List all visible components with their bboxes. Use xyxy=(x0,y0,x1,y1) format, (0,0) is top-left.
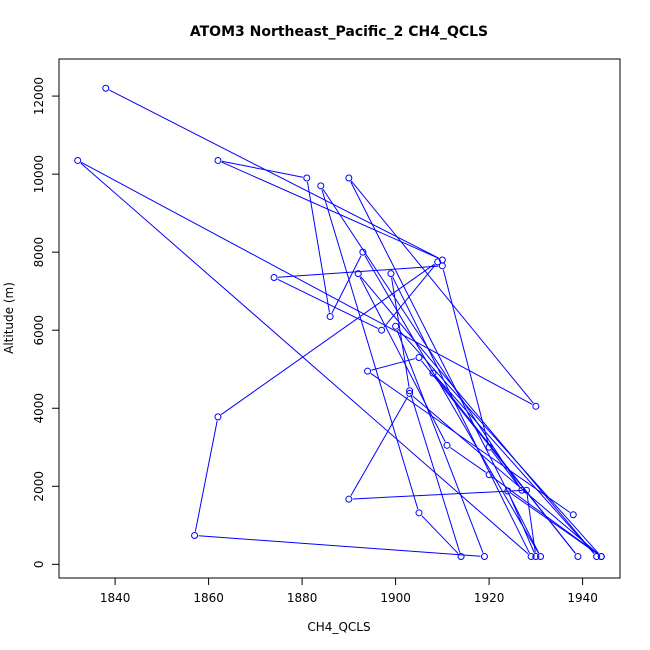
y-tick-label: 0 xyxy=(32,561,46,569)
y-tick-label: 4000 xyxy=(32,393,46,424)
x-axis-label: CH4_QCLS xyxy=(307,620,370,634)
data-point xyxy=(593,553,601,561)
data-point xyxy=(317,182,325,190)
data-point xyxy=(303,174,311,182)
data-point xyxy=(214,156,222,164)
plot-area-frame xyxy=(58,58,621,579)
series-segment xyxy=(321,189,419,510)
series-segment xyxy=(277,278,379,329)
y-axis-label: Altitude (m) xyxy=(2,282,16,354)
data-point xyxy=(443,441,451,449)
data-point xyxy=(485,471,493,479)
x-tick-label: 1880 xyxy=(287,591,318,605)
series-segment xyxy=(80,162,529,555)
x-tick-label: 1860 xyxy=(193,591,224,605)
series-segment xyxy=(508,494,535,554)
data-point xyxy=(527,553,535,561)
series-segment xyxy=(350,396,409,496)
series-segment xyxy=(352,489,523,500)
y-tick-label: 10000 xyxy=(32,155,46,193)
data-point xyxy=(102,84,110,92)
data-point xyxy=(415,354,423,362)
x-tick-label: 1840 xyxy=(100,591,131,605)
series-segment xyxy=(359,276,446,442)
x-tick-label: 1940 xyxy=(567,591,598,605)
series-segment xyxy=(442,269,489,444)
y-tick-label: 6000 xyxy=(32,315,46,346)
series-segment xyxy=(221,160,303,178)
data-point xyxy=(485,443,493,451)
series-segment xyxy=(221,161,439,259)
series-segment xyxy=(331,255,362,314)
data-point xyxy=(406,389,414,397)
data-point xyxy=(597,553,605,561)
series-segment xyxy=(396,329,484,553)
data-point xyxy=(480,553,488,561)
data-point xyxy=(345,174,353,182)
data-point xyxy=(532,553,540,561)
x-axis: 1840 1860 1880 1900 1920 1940 xyxy=(100,577,598,605)
data-point xyxy=(406,387,414,395)
data-point xyxy=(326,313,334,321)
data-point xyxy=(354,270,362,278)
data-point xyxy=(438,262,446,270)
series-segment xyxy=(450,447,487,473)
data-point xyxy=(345,495,353,503)
series-segment xyxy=(278,265,439,278)
series-segment xyxy=(198,535,481,557)
series-segment xyxy=(371,358,416,371)
series-segment xyxy=(392,276,530,554)
data-point xyxy=(415,509,423,517)
data-point xyxy=(504,487,512,495)
series-segment xyxy=(397,328,600,554)
series-segment xyxy=(421,515,459,555)
series-segment xyxy=(220,263,435,415)
series-segment xyxy=(109,89,440,259)
data-point xyxy=(434,258,442,266)
y-tick-label: 2000 xyxy=(32,471,46,502)
x-tick-label: 1920 xyxy=(474,591,505,605)
data-point xyxy=(191,531,199,539)
series-segment xyxy=(80,161,533,405)
data-point xyxy=(378,326,386,334)
data-point xyxy=(518,486,526,494)
data-point xyxy=(574,553,582,561)
data-point xyxy=(214,413,222,421)
y-tick-label: 8000 xyxy=(32,237,46,268)
series-segment xyxy=(322,188,521,488)
data-point xyxy=(392,322,400,330)
series-segment xyxy=(435,375,595,554)
series-segment xyxy=(364,255,539,554)
data-point xyxy=(523,486,530,494)
series-segment xyxy=(350,180,534,404)
y-tick-label: 12000 xyxy=(32,77,46,115)
y-axis: 0 2000 4000 6000 8000 10000 12000 xyxy=(32,77,60,569)
data-point xyxy=(569,511,577,519)
data-point xyxy=(532,402,540,410)
data-point xyxy=(537,553,545,561)
data-point xyxy=(359,248,367,256)
series-segment xyxy=(360,276,595,554)
series-segment xyxy=(491,450,520,488)
data-point xyxy=(270,274,278,282)
data-point xyxy=(387,270,395,278)
series-segment xyxy=(383,264,436,328)
x-tick-label: 1900 xyxy=(380,591,411,605)
data-point xyxy=(429,369,437,377)
series-segment xyxy=(194,420,218,532)
series-segment xyxy=(370,373,571,513)
data-point xyxy=(457,553,465,561)
data-point xyxy=(74,156,82,164)
series-segment xyxy=(412,395,599,555)
series-ch4-qcls xyxy=(74,84,605,561)
series-segment xyxy=(410,394,461,553)
chart-title: ATOM3 Northeast_Pacific_2 CH4_QCLS xyxy=(190,24,488,40)
series-segment xyxy=(421,360,576,554)
data-point xyxy=(364,367,372,375)
series-segment xyxy=(306,181,330,313)
